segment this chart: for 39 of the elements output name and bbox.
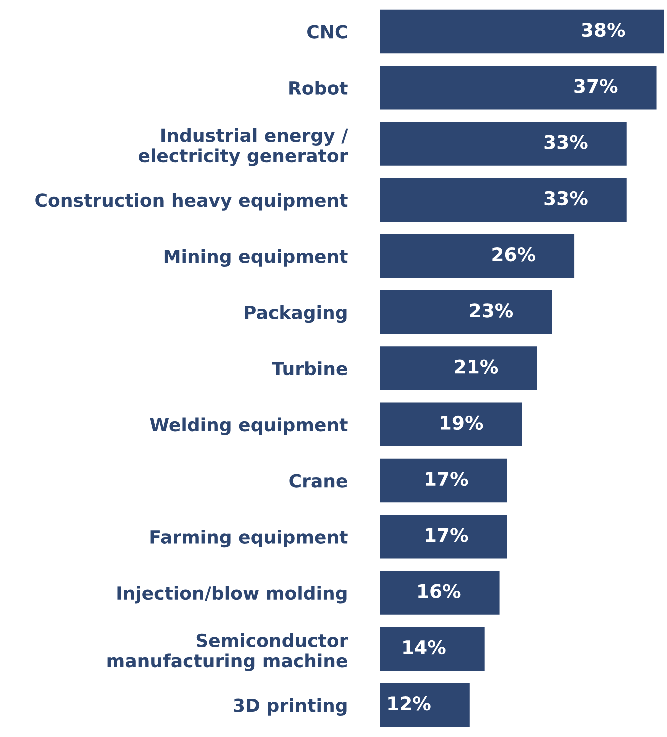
y-tick-label: Packaging (245, 306, 347, 324)
bar (380, 66, 657, 110)
bar (380, 10, 664, 54)
bar (380, 458, 508, 503)
bar (380, 290, 552, 334)
data-label: 16% (418, 584, 461, 598)
data-label: 12% (388, 696, 431, 711)
y-tick-label: Welding equipment (150, 418, 348, 436)
data-label: 21% (455, 360, 498, 374)
bar (380, 122, 627, 166)
y-tick-label: Construction heavy equipment (36, 193, 348, 211)
y-tick-label: Injection/blow molding (118, 586, 347, 604)
y-tick-label: Crane (290, 474, 348, 488)
bar (380, 402, 522, 447)
y-tick-label: Industrial energy / electricity generator (139, 128, 348, 166)
data-label: 33% (544, 191, 588, 206)
y-tick-label: Farming equipment (150, 530, 348, 548)
data-label: 38% (582, 23, 626, 38)
bar (380, 627, 485, 672)
data-label: 17% (426, 528, 468, 542)
bar (380, 683, 470, 728)
data-label: 17% (426, 472, 468, 486)
bar (380, 178, 627, 222)
y-tick-label: Turbine (272, 362, 348, 376)
y-tick-label: 3D printing (234, 698, 347, 716)
y-tick-label: Robot (290, 81, 348, 95)
bar (380, 346, 538, 390)
y-tick-label: CNC (308, 25, 348, 39)
data-label: 33% (544, 135, 588, 150)
data-label: 23% (470, 304, 514, 318)
data-label: 19% (441, 416, 484, 430)
data-label: 37% (574, 79, 618, 94)
y-tick-label: Semiconductor manufacturing machine (108, 634, 348, 672)
bar (380, 571, 500, 615)
bar (380, 514, 508, 559)
bar (380, 234, 575, 278)
data-label: 26% (492, 248, 536, 262)
data-label: 14% (404, 640, 446, 655)
y-tick-label: Mining equipment (164, 249, 348, 268)
